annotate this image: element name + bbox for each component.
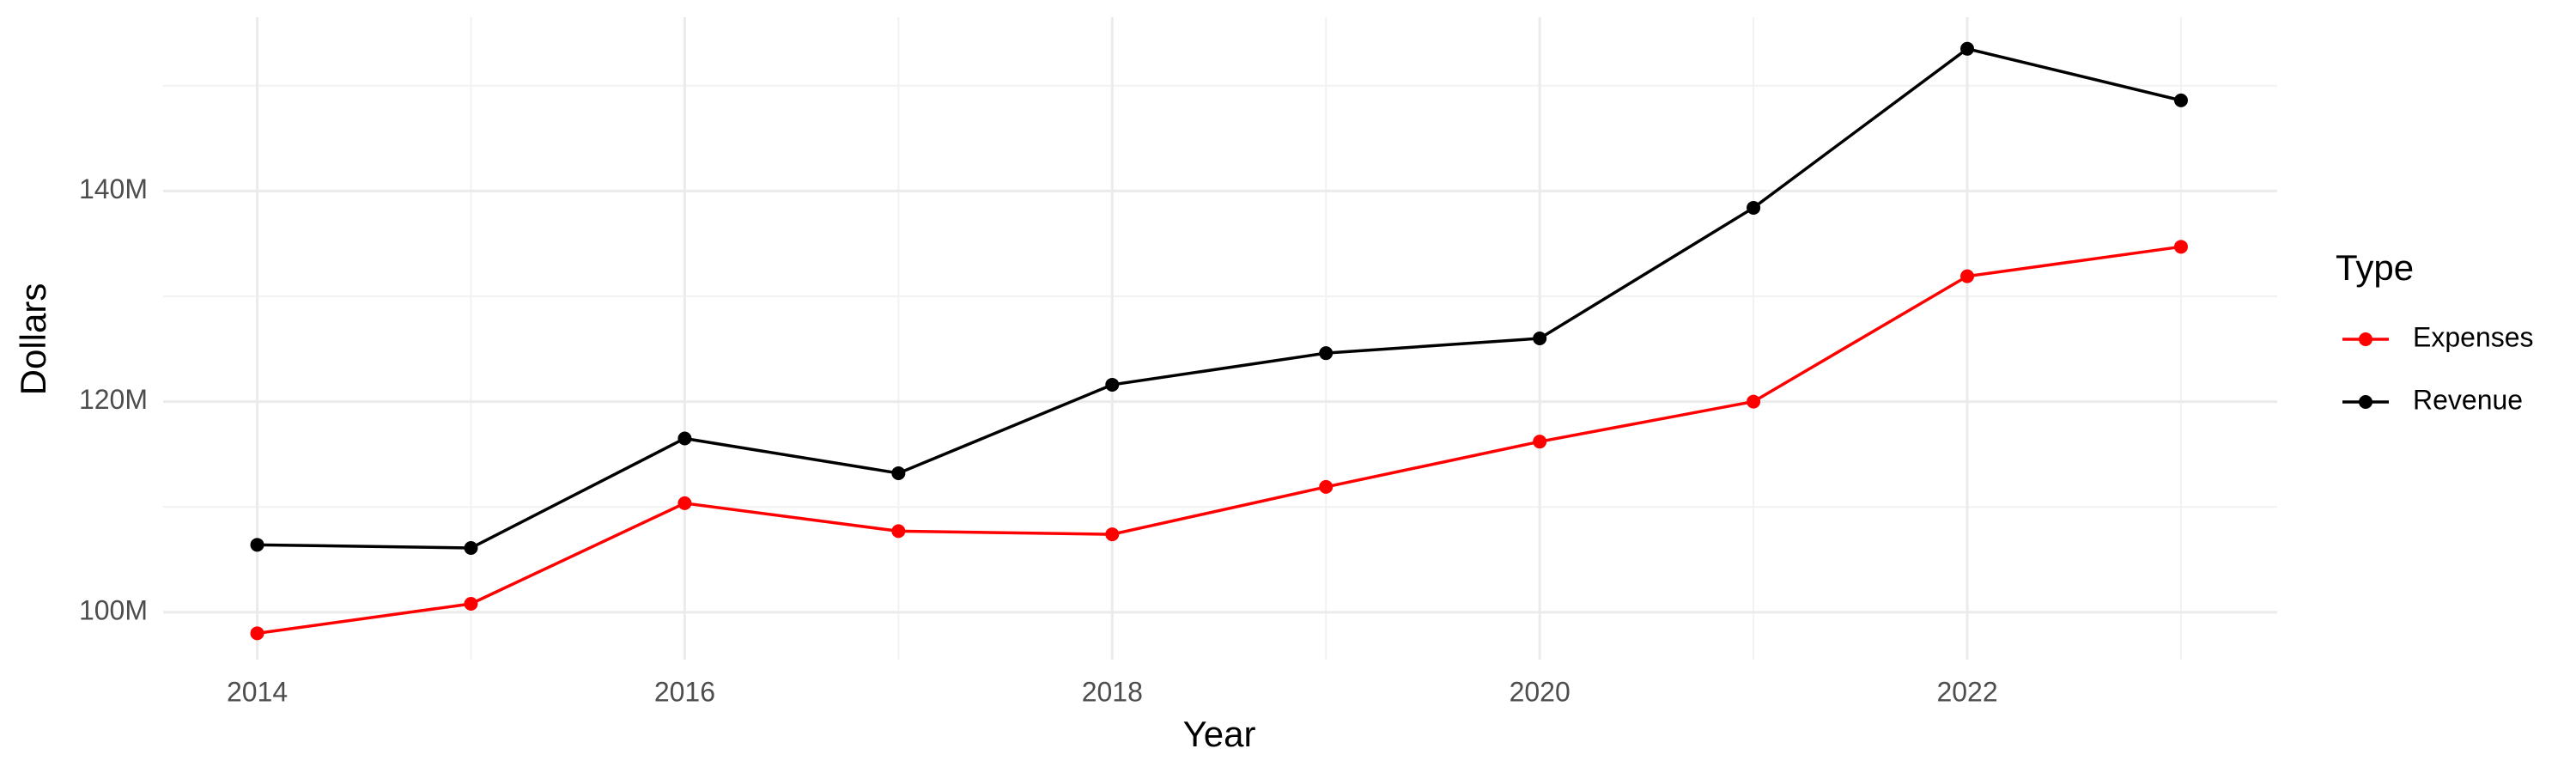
x-tick-label: 2014 — [227, 676, 288, 707]
data-point — [1747, 200, 1761, 215]
legend-title: Type — [2336, 247, 2414, 288]
data-point — [1960, 41, 1975, 56]
x-axis-label: Year — [1183, 714, 1256, 754]
series-line — [257, 46, 2182, 550]
data-point — [2173, 93, 2188, 107]
data-point — [891, 524, 906, 539]
data-point — [677, 431, 692, 446]
x-tick-label: 2016 — [654, 676, 715, 707]
x-tick-label: 2020 — [1510, 676, 1571, 707]
legend-label: Revenue — [2413, 384, 2523, 415]
data-point — [464, 541, 478, 556]
data-point — [1960, 269, 1975, 283]
legend-label: Expenses — [2413, 321, 2534, 352]
legend-swatch-point — [2359, 332, 2372, 346]
data-point — [891, 466, 906, 480]
data-point — [1105, 527, 1120, 542]
series-line — [257, 245, 2182, 636]
data-point — [1533, 435, 1547, 449]
x-tick-label: 2018 — [1082, 676, 1143, 707]
data-point — [1319, 346, 1334, 361]
data-point — [250, 538, 264, 552]
data-point — [464, 597, 478, 612]
y-tick-label: 120M — [79, 384, 148, 415]
data-point — [677, 496, 692, 510]
data-point — [250, 626, 264, 641]
data-point — [1533, 332, 1547, 345]
y-tick-label: 100M — [79, 594, 148, 625]
data-point — [1105, 377, 1120, 392]
y-tick-label: 140M — [79, 173, 148, 204]
data-point — [2173, 240, 2188, 254]
data-point — [1747, 394, 1761, 409]
data-point — [1319, 479, 1334, 494]
x-tick-label: 2022 — [1936, 676, 1997, 707]
legend-swatch-point — [2359, 395, 2372, 409]
y-axis-label: Dollars — [13, 283, 53, 396]
